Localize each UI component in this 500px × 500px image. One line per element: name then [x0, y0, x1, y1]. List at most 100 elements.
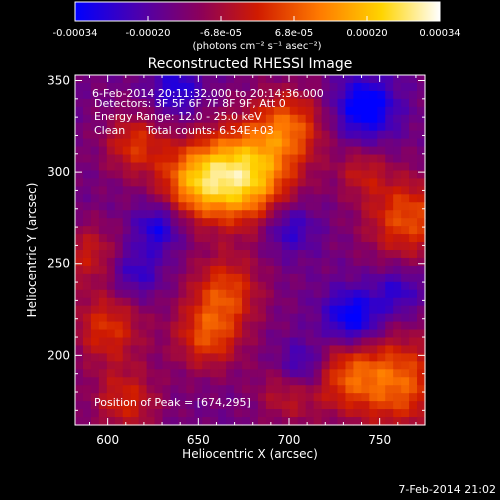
- heatmap-pixel: [393, 178, 402, 187]
- heatmap-pixel: [377, 337, 386, 347]
- heatmap-pixel: [146, 401, 156, 410]
- heatmap-pixel: [377, 273, 386, 283]
- peak-position-text: Position of Peak = [674,295]: [94, 396, 251, 409]
- heatmap-pixel: [194, 273, 203, 283]
- heatmap-pixel: [82, 417, 92, 426]
- heatmap-pixel: [353, 226, 362, 235]
- heatmap-pixel: [98, 329, 108, 339]
- heatmap-pixel: [417, 106, 426, 116]
- heatmap-pixel: [178, 361, 187, 370]
- heatmap-pixel: [337, 242, 347, 251]
- heatmap-pixel: [281, 82, 291, 92]
- heatmap-pixel: [114, 313, 124, 323]
- heatmap-pixel: [369, 138, 378, 148]
- heatmap-pixel: [305, 297, 315, 307]
- heatmap-pixel: [138, 401, 148, 410]
- heatmap-pixel: [409, 345, 418, 354]
- heatmap-pixel: [242, 313, 251, 323]
- heatmap-pixel: [242, 345, 251, 354]
- heatmap-pixel: [170, 305, 179, 315]
- heatmap-pixel: [218, 361, 227, 370]
- heatmap-pixel: [393, 170, 402, 179]
- heatmap-pixel: [345, 385, 354, 394]
- heatmap-pixel: [210, 377, 219, 386]
- heatmap-pixel: [305, 250, 315, 259]
- heatmap-pixel: [186, 202, 195, 211]
- heatmap-pixel: [242, 305, 251, 315]
- colorbar-frame: [74, 1, 441, 22]
- heatmap-pixel: [297, 321, 307, 331]
- heatmap-pixel: [265, 98, 275, 108]
- heatmap-pixel: [82, 234, 92, 243]
- heatmap-pixel: [393, 385, 402, 394]
- heatmap-pixel: [162, 417, 172, 426]
- heatmap-pixel: [257, 377, 267, 386]
- heatmap-pixel: [337, 202, 347, 211]
- heatmap-pixel: [82, 170, 92, 179]
- heatmap-pixel: [297, 417, 307, 426]
- heatmap-pixel: [417, 385, 426, 394]
- heatmap-pixel: [265, 401, 275, 410]
- heatmap-pixel: [401, 353, 410, 362]
- heatmap-pixel: [138, 242, 148, 251]
- heatmap-pixel: [305, 361, 315, 370]
- heatmap-pixel: [202, 130, 211, 140]
- heatmap-pixel: [385, 313, 394, 323]
- heatmap-pixel: [265, 313, 275, 323]
- heatmap-pixel: [385, 114, 394, 124]
- heatmap-pixel: [234, 210, 243, 219]
- heatmap-pixel: [345, 218, 354, 227]
- heatmap-pixel: [90, 106, 100, 116]
- heatmap-pixel: [234, 281, 243, 291]
- heatmap-pixel: [250, 417, 259, 426]
- heatmap-pixel: [417, 305, 426, 315]
- heatmap-pixel: [337, 138, 347, 148]
- heatmap-pixel: [377, 98, 386, 108]
- heatmap-pixel: [210, 170, 219, 179]
- heatmap-pixel: [321, 178, 331, 187]
- heatmap-pixel: [305, 226, 315, 235]
- heatmap-pixel: [194, 321, 203, 331]
- x-axis-label: Heliocentric X (arcsec): [182, 447, 318, 461]
- heatmap-pixel: [345, 82, 354, 92]
- heatmap-pixel: [210, 353, 219, 362]
- heatmap-pixel: [162, 186, 172, 195]
- heatmap-pixel: [98, 138, 108, 148]
- heatmap-pixel: [90, 130, 100, 140]
- colorbar-tick-label: -0.00034: [53, 28, 98, 39]
- heatmap-pixel: [257, 202, 267, 211]
- heatmap-pixel: [162, 138, 172, 148]
- heatmap-pixel: [210, 289, 219, 299]
- heatmap-pixel: [178, 409, 187, 418]
- heatmap-pixel: [186, 281, 195, 291]
- heatmap-pixel: [130, 321, 140, 331]
- heatmap-pixel: [281, 345, 291, 354]
- heatmap-pixel: [178, 82, 187, 92]
- heatmap-pixel: [162, 250, 172, 259]
- heatmap-pixel: [257, 257, 267, 267]
- heatmap-pixel: [170, 281, 179, 291]
- heatmap-pixel: [146, 170, 156, 179]
- heatmap-pixel: [393, 194, 402, 203]
- heatmap-pixel: [194, 345, 203, 354]
- heatmap-pixel: [178, 202, 187, 211]
- heatmap-pixel: [393, 154, 402, 164]
- heatmap-pixel: [138, 218, 148, 227]
- heatmap-pixel: [297, 313, 307, 323]
- heatmap-pixel: [297, 122, 307, 132]
- detectors-text: Detectors: 3F 5F 6F 7F 8F 9F, Att 0: [94, 97, 286, 110]
- heatmap-pixel: [154, 226, 164, 235]
- heatmap-pixel: [289, 401, 299, 410]
- heatmap-pixel: [409, 393, 418, 402]
- heatmap-pixel: [202, 337, 211, 347]
- heatmap-pixel: [194, 401, 203, 410]
- heatmap-pixel: [281, 409, 291, 418]
- heatmap-pixel: [130, 265, 140, 275]
- heatmap-pixel: [162, 90, 172, 100]
- heatmap-pixel: [234, 345, 243, 354]
- heatmap-pixel: [409, 417, 418, 426]
- heatmap-pixel: [154, 218, 164, 227]
- heatmap-pixel: [257, 122, 267, 132]
- heatmap-pixel: [361, 146, 370, 156]
- heatmap-pixel: [226, 257, 235, 267]
